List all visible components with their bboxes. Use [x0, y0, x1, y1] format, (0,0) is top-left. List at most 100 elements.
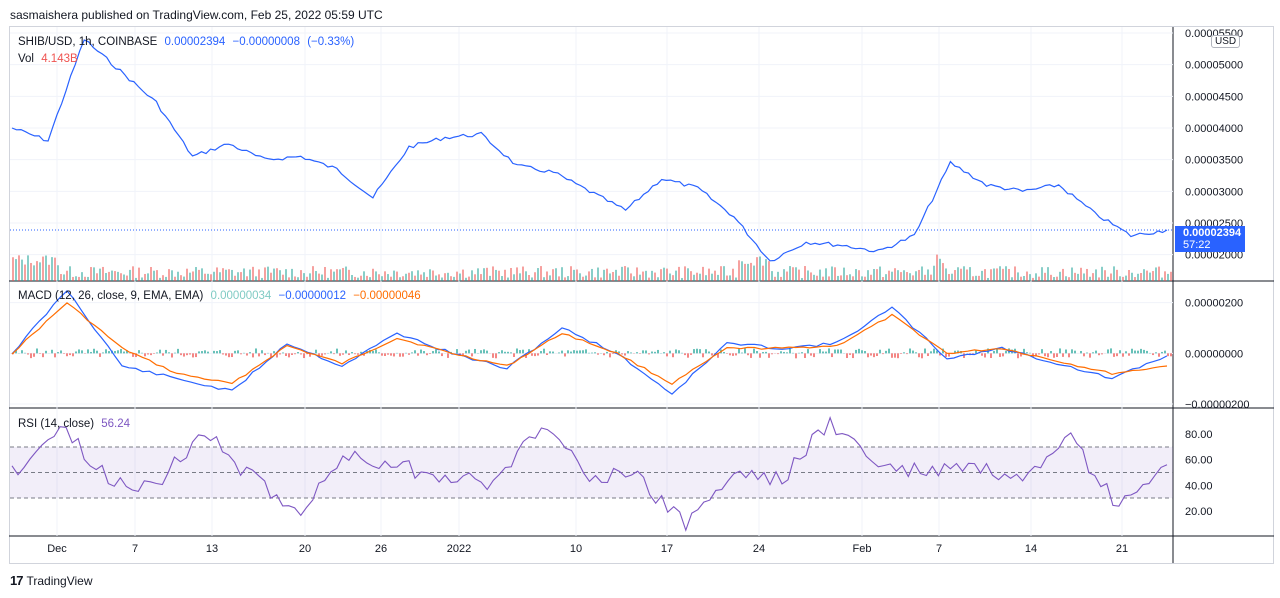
macd-histogram-bar: [291, 353, 293, 355]
volume-bar: [237, 272, 239, 281]
volume-bar: [447, 272, 449, 281]
macd-histogram-bar: [135, 353, 137, 358]
volume-bar: [360, 275, 362, 281]
rsi-label[interactable]: RSI (14, close): [18, 418, 95, 430]
volume-bar: [1047, 267, 1049, 281]
rsi-tick-label: 20.00: [1185, 506, 1213, 518]
macd-histogram-bar: [810, 353, 812, 356]
volume-bar: [588, 271, 590, 281]
macd-histogram-bar: [399, 353, 401, 357]
volume-bar: [159, 277, 161, 281]
volume-bar: [420, 274, 422, 281]
macd-histogram-bar: [756, 351, 758, 354]
volume-bar: [804, 266, 806, 281]
price-tick-label: 0.00004500: [1185, 91, 1243, 103]
macd-histogram-bar: [225, 353, 227, 356]
volume-bar: [612, 271, 614, 281]
volume-bar: [783, 269, 785, 281]
volume-bar: [480, 274, 482, 281]
volume-bar: [303, 273, 305, 281]
countdown-value: 57:22: [1183, 239, 1211, 251]
volume-bar: [1053, 277, 1055, 281]
volume-bar: [843, 267, 845, 281]
volume-bar: [852, 276, 854, 281]
macd-histogram-bar: [564, 353, 566, 357]
volume-label[interactable]: Vol: [18, 53, 34, 65]
volume-bar: [606, 268, 608, 281]
x-tick-label: Dec: [47, 543, 67, 555]
symbol-label[interactable]: SHIB/USD, 1h, COINBASE: [18, 36, 158, 48]
volume-bar: [837, 275, 839, 281]
volume-bar: [258, 269, 260, 281]
volume-bar: [564, 277, 566, 281]
volume-bar: [1119, 276, 1121, 281]
macd-histogram-bar: [114, 350, 116, 354]
chart-frame[interactable]: [9, 26, 1274, 564]
macd-histogram-bar: [579, 350, 581, 354]
price-tick-label: 0.00005000: [1185, 60, 1243, 72]
volume-bar: [213, 271, 215, 281]
last-price-value: 0.00002394: [164, 36, 226, 48]
volume-bar: [780, 276, 782, 281]
volume-bar: [753, 265, 755, 281]
rsi-tick-label: 40.00: [1185, 480, 1213, 492]
volume-bar: [1068, 277, 1070, 281]
volume-bar: [510, 267, 512, 281]
macd-histogram-bar: [1113, 353, 1115, 357]
macd-histogram-bar: [1086, 352, 1088, 354]
macd-label[interactable]: MACD (12, 26, close, 9, EMA, EMA): [18, 290, 204, 302]
volume-bar: [411, 271, 413, 281]
volume-bar: [987, 277, 989, 281]
volume-bar: [21, 259, 23, 281]
price-tick-label: 0.00004000: [1185, 123, 1243, 135]
macd-histogram-bar: [858, 348, 860, 354]
volume-bar: [429, 269, 431, 281]
volume-bar: [450, 276, 452, 281]
macd-histogram-bar: [1116, 353, 1118, 357]
tradingview-brand[interactable]: 17 TradingView: [10, 573, 93, 588]
volume-bar: [699, 273, 701, 281]
macd-histogram-bar: [1125, 351, 1127, 354]
volume-bar: [870, 274, 872, 281]
volume-bar: [99, 268, 101, 281]
macd-histogram-bar: [702, 353, 704, 358]
brand-label: TradingView: [26, 573, 93, 588]
volume-bar: [33, 265, 35, 281]
volume-bar: [999, 266, 1001, 281]
macd-histogram-bar: [1089, 353, 1091, 358]
macd-histogram-bar: [1071, 349, 1073, 354]
volume-bar: [129, 269, 131, 281]
macd-histogram-bar: [105, 349, 107, 354]
volume-bar: [903, 270, 905, 281]
macd-histogram-bar: [522, 349, 524, 354]
volume-bar: [315, 271, 317, 281]
volume-bar: [705, 275, 707, 281]
volume-bar: [834, 267, 836, 281]
volume-bar: [36, 261, 38, 281]
volume-bar: [549, 275, 551, 281]
macd-histogram-bar: [414, 350, 416, 354]
volume-bar: [708, 268, 710, 281]
macd-histogram-bar: [927, 353, 929, 357]
volume-bar: [408, 272, 410, 281]
volume-bar: [849, 274, 851, 281]
macd-histogram-bar: [222, 353, 224, 355]
last-price-tag: 0.00002394 57:22: [1175, 226, 1245, 252]
currency-badge[interactable]: USD: [1211, 35, 1241, 48]
volume-bar: [1110, 273, 1112, 281]
volume-bar: [264, 267, 266, 281]
macd-histogram-bar: [204, 350, 206, 354]
macd-histogram-bar: [621, 353, 623, 355]
macd-histogram-bar: [879, 349, 881, 354]
volume-bar: [909, 273, 911, 281]
x-tick-label: 13: [206, 543, 218, 555]
volume-bar: [807, 270, 809, 281]
macd-histogram-bar: [99, 353, 101, 357]
volume-bar: [654, 272, 656, 281]
macd-histogram-bar: [654, 351, 656, 354]
macd-histogram-bar: [303, 353, 305, 359]
macd-histogram-bar: [831, 353, 833, 358]
macd-histogram-bar: [198, 351, 200, 354]
volume-bar: [1104, 270, 1106, 281]
